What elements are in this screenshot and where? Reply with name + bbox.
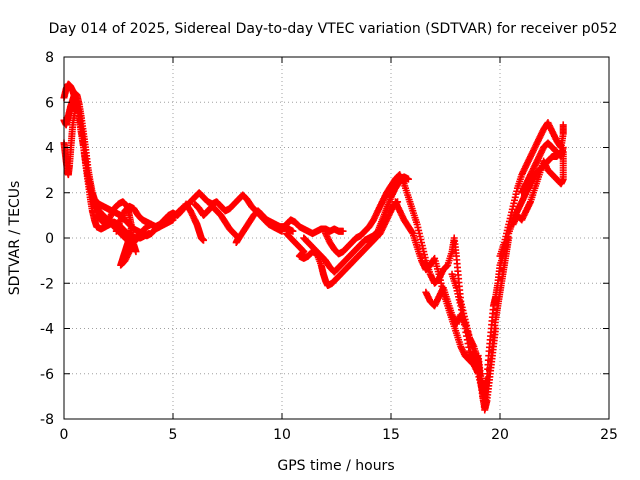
data-point-marker (200, 236, 208, 244)
x-tick-label: 0 (60, 427, 69, 443)
data-point-marker (404, 175, 412, 183)
x-tick-label: 5 (169, 427, 178, 443)
grid-layer (64, 57, 609, 419)
x-tick-label: 25 (600, 427, 618, 443)
series-trace-n (448, 148, 565, 400)
tick-layer: 0 5 10 15 20 25 -8 -6 -4 -2 0 2 4 6 8 (40, 50, 618, 443)
data-point-marker (145, 229, 153, 237)
data-point-marker (132, 248, 140, 256)
y-tick-label: -8 (40, 412, 54, 428)
x-tick-label: 15 (382, 427, 400, 443)
y-tick-label: -4 (40, 322, 54, 338)
y-tick-label: 2 (45, 186, 54, 202)
y-tick-label: 4 (45, 141, 54, 157)
data-point-marker (289, 227, 297, 235)
y-tick-label: -6 (40, 367, 54, 383)
data-layer (60, 80, 567, 414)
series-trace-h (278, 216, 347, 237)
x-tick-label: 10 (273, 427, 291, 443)
y-tick-label: 6 (45, 95, 54, 111)
series-trace-g (191, 200, 297, 247)
y-tick-label: 8 (45, 50, 54, 66)
data-point-marker (559, 144, 567, 151)
x-axis-label: GPS time / hours (277, 458, 394, 474)
series-trace-d (93, 198, 155, 269)
y-tick-label: -2 (40, 276, 54, 292)
y-axis-label: SDTVAR / TECUs (7, 181, 23, 296)
data-point-marker (339, 227, 347, 235)
y-tick-label: 0 (45, 231, 54, 247)
series-trace-o (496, 119, 567, 260)
x-tick-label: 20 (491, 427, 509, 443)
series-trace-p (509, 148, 567, 228)
chart-title: Day 014 of 2025, Sidereal Day-to-day VTE… (49, 21, 618, 37)
series-trace-q (518, 139, 567, 197)
data-point-marker (559, 121, 567, 129)
